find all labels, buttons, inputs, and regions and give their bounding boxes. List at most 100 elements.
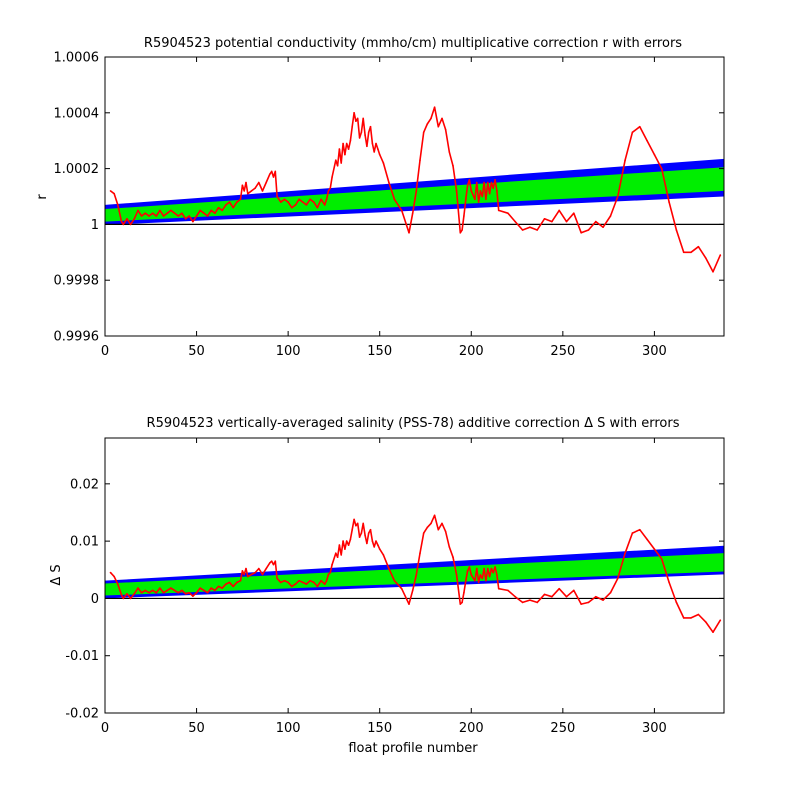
data-point: [324, 583, 326, 585]
data-point: [228, 581, 231, 584]
y-axis-label: Δ S: [49, 564, 64, 585]
x-tick-label: 250: [550, 344, 575, 359]
data-point: [144, 589, 147, 592]
data-point: [265, 567, 268, 570]
data-point: [378, 548, 381, 550]
data-point: [668, 201, 670, 203]
data-point: [283, 198, 286, 201]
data-point: [639, 125, 641, 128]
data-point: [162, 591, 165, 594]
data-point: [122, 597, 125, 600]
data-point: [595, 595, 597, 598]
data-point: [660, 558, 663, 560]
data-point: [364, 534, 366, 537]
y-tick-label: -0.01: [65, 649, 99, 664]
data-point: [148, 591, 150, 594]
data-point: [261, 573, 264, 576]
data-point: [497, 209, 500, 212]
data-point: [624, 159, 626, 161]
data-point: [324, 204, 326, 206]
data-point: [646, 538, 648, 541]
data-point: [358, 137, 361, 139]
data-point: [521, 601, 524, 604]
data-point: [477, 201, 480, 203]
data-point: [184, 593, 187, 595]
data-point: [422, 131, 425, 134]
inner-error-band: [105, 167, 724, 222]
data-point: [653, 153, 656, 156]
data-point: [468, 179, 471, 181]
data-point: [239, 198, 242, 201]
data-point: [463, 591, 465, 594]
data-point: [481, 195, 484, 198]
data-point: [481, 577, 484, 580]
data-point: [298, 198, 300, 201]
y-tick-label: 1.0002: [54, 162, 100, 177]
axis-ticks: 0 50 100 150 200 250 300 0.9996 0.9998 1 1.0002 1.0…: [54, 51, 724, 359]
data-point: [441, 522, 443, 525]
data-point: [551, 220, 553, 223]
data-point: [631, 131, 634, 134]
data-point: [719, 619, 722, 621]
data-point: [373, 546, 376, 548]
data-point: [476, 181, 478, 184]
data-point: [433, 106, 436, 108]
data-point: [356, 522, 359, 525]
data-point: [704, 621, 707, 623]
data-point: [162, 215, 165, 217]
y-tick-label: -0.02: [65, 707, 99, 722]
data-point: [298, 579, 300, 582]
data-point: [375, 540, 377, 542]
data-point: [276, 577, 278, 580]
data-point: [355, 120, 357, 122]
data-point: [476, 567, 478, 570]
data-point: [331, 176, 333, 178]
data-point: [117, 583, 119, 585]
x-tick-label: 150: [367, 344, 392, 359]
data-point: [441, 117, 443, 120]
data-point: [360, 532, 363, 534]
data-point: [448, 151, 451, 153]
data-point: [565, 595, 568, 598]
data-point: [243, 573, 245, 576]
data-point: [437, 528, 440, 531]
data-point: [335, 552, 337, 554]
data-point: [316, 206, 319, 209]
data-point: [422, 532, 425, 534]
data-point: [704, 257, 707, 259]
data-point: [313, 581, 315, 584]
data-point: [697, 245, 700, 248]
data-point: [490, 567, 493, 570]
data-point: [287, 201, 289, 203]
data-point: [690, 251, 692, 254]
data-point: [465, 198, 467, 201]
y-tick-label: 0.9998: [54, 274, 100, 289]
correction-points: [109, 514, 722, 633]
data-point: [455, 574, 458, 576]
data-point: [712, 271, 714, 273]
data-point: [536, 601, 538, 604]
data-point: [335, 159, 337, 161]
data-point: [474, 579, 476, 582]
data-point: [470, 574, 473, 576]
data-point: [378, 153, 381, 156]
data-point: [192, 595, 194, 597]
axis-ticks: 0 50 100 150 200 250 300 -0.02 -0.01 0 0.01 0.02: [65, 438, 724, 736]
data-point: [459, 603, 462, 605]
data-point: [325, 198, 328, 201]
data-point: [239, 579, 242, 582]
data-point: [137, 587, 139, 589]
data-point: [320, 198, 322, 201]
y-tick-label: 0.01: [70, 535, 99, 550]
y-tick-label: 1.0004: [54, 106, 100, 121]
data-point: [181, 212, 183, 214]
data-point: [375, 142, 377, 145]
x-tick-label: 200: [459, 344, 484, 359]
y-tick-label: 0: [91, 592, 99, 607]
data-point: [151, 212, 154, 214]
data-point: [719, 254, 722, 256]
data-point: [411, 589, 414, 592]
data-point: [243, 190, 245, 192]
data-point: [206, 591, 209, 594]
data-point: [214, 212, 216, 214]
